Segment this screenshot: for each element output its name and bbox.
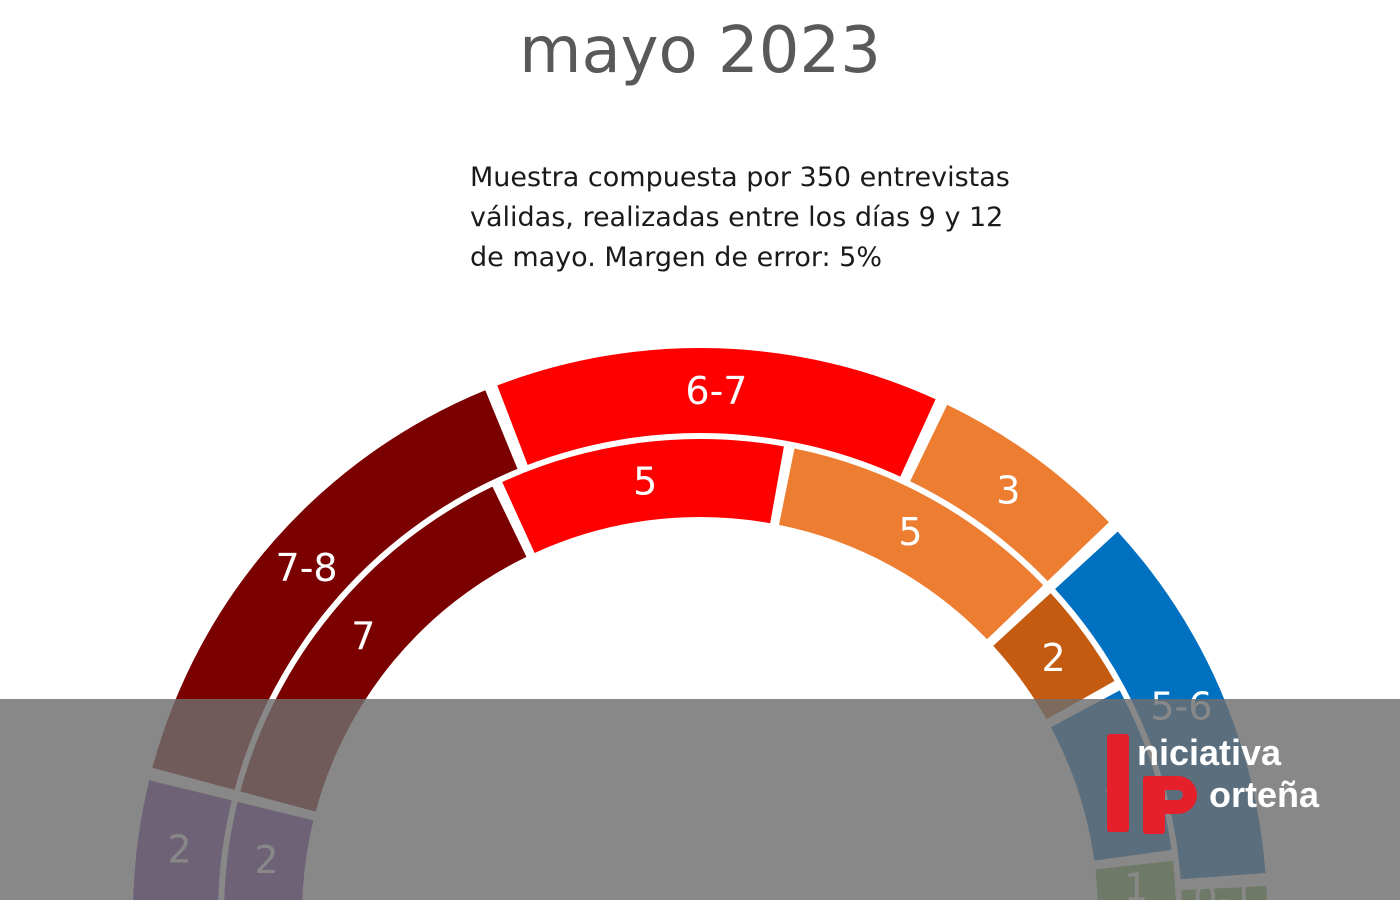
inner-seat-segment-4 <box>779 448 1044 640</box>
subtitle-line-1: Muestra compuesta por 350 entrevistas <box>470 162 1010 193</box>
inner-seat-label-2: 7 <box>351 614 375 658</box>
subtitle-line-3: de mayo. Margen de error: 5% <box>470 242 883 273</box>
inner-seat-label-3: 5 <box>633 459 657 503</box>
outer-seat-segment-2 <box>152 390 518 790</box>
subtitle-line-2: válidas, realizadas entre los días 9 y 1… <box>470 202 1004 233</box>
inner-seat-label-4: 5 <box>898 510 922 554</box>
chart-subtitle: Muestra compuesta por 350 entrevistas vá… <box>470 158 1030 278</box>
inner-seat-label-5: 2 <box>1041 636 1065 680</box>
outer-seat-segment-4 <box>910 404 1109 582</box>
logo-text-line-1: niciativa <box>1137 732 1282 773</box>
logo-letter-p <box>1143 776 1201 834</box>
iniciativa-portena-logo: niciativa orteña <box>1103 730 1363 840</box>
outer-seat-label-3: 6-7 <box>685 369 747 413</box>
outer-seat-label-2: 7-8 <box>276 546 338 590</box>
outer-seat-segment-3 <box>497 348 936 477</box>
inner-seat-segment-5 <box>993 593 1115 720</box>
outer-seat-label-4: 3 <box>996 469 1020 513</box>
chart-title: mayo 2023 <box>519 14 881 88</box>
inner-seat-segment-3 <box>502 439 784 553</box>
logo-letter-i <box>1107 734 1129 832</box>
logo-text-line-2: orteña <box>1209 774 1320 815</box>
